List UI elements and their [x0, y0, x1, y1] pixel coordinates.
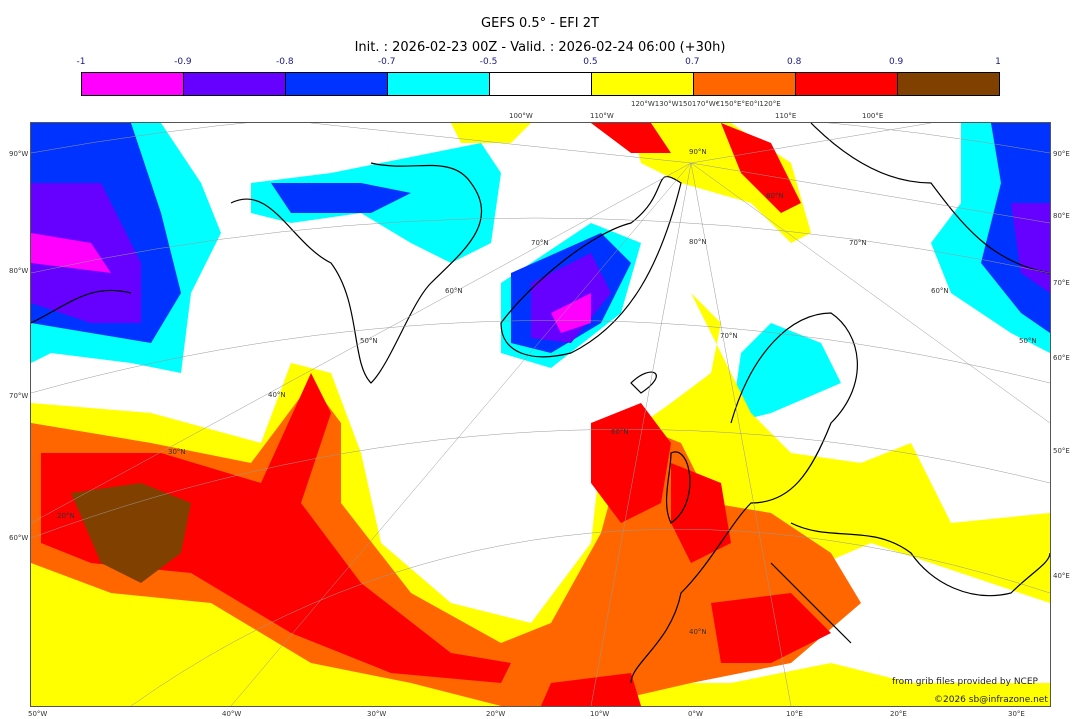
colorbar-tick: 1 [995, 57, 1001, 67]
bottom-lon-label: 30°W [367, 710, 387, 718]
bottom-lon-label: 40°W [222, 710, 242, 718]
lat-label: 70°N [849, 239, 867, 247]
graticule [31, 123, 1050, 706]
field-red-atlantic [41, 373, 511, 683]
coastlines [31, 123, 1050, 684]
top-lon-label: 100°W [509, 112, 533, 120]
map-subtitle: Init. : 2026-02-23 00Z - Valid. : 2026-0… [354, 40, 726, 55]
colorbar-tick: -0.9 [174, 57, 192, 67]
colorbar-tick: -0.5 [479, 57, 498, 67]
lat-label: 40°N [689, 628, 707, 636]
lat-label: 50°N [360, 337, 378, 345]
bottom-lon-label: 50°W [28, 710, 48, 718]
lat-label: 60°N [445, 287, 463, 295]
colorbar-segment [388, 73, 490, 95]
lat-label: 90°N [689, 148, 707, 156]
colorbar-tick: -1 [76, 57, 86, 67]
colorbar-segment [592, 73, 694, 95]
right-lon-label: 80°E [1053, 212, 1070, 220]
lat-label: 60°N [611, 428, 629, 436]
right-lon-label: 40°E [1053, 572, 1070, 580]
bottom-lon-label: 20°W [486, 710, 506, 718]
colorbar-segment [286, 73, 388, 95]
map-title: GEFS 0.5° - EFI 2T [481, 16, 599, 31]
lat-label: 70°N [531, 239, 549, 247]
colorbar-tick: 0.7 [685, 57, 700, 67]
bottom-lon-label: 20°E [890, 710, 907, 718]
right-lon-label: 90°E [1053, 150, 1070, 158]
colorbar-segment [694, 73, 796, 95]
lat-label: 40°N [268, 391, 286, 399]
map-fields [31, 123, 1050, 706]
lat-label: 20°N [57, 512, 75, 520]
colorbar-segment [82, 73, 184, 95]
colorbar-tick: 0.5 [583, 57, 598, 67]
bottom-lon-label: 10°W [590, 710, 610, 718]
top-lon-label: 100°E [862, 112, 884, 120]
left-lon-label: 70°W [9, 392, 29, 400]
right-lon-label: 70°E [1053, 279, 1070, 287]
lat-label: 50°N [1019, 337, 1037, 345]
lat-label: 30°N [168, 448, 186, 456]
right-lon-label: 50°E [1053, 447, 1070, 455]
colorbar-segment [184, 73, 286, 95]
left-lon-label: 60°W [9, 534, 29, 542]
lat-label: 60°N [931, 287, 949, 295]
bottom-lon-label: 0°W [688, 710, 703, 718]
efi-map: 90°N 80°N 80°N 70°N 70°N 70°N 60°N 60°N 60°N 50°N… [30, 122, 1051, 707]
field-cyan-scand [731, 323, 841, 423]
top-lon-label: 120°W130°W150170°W€150°E°E0°I120°E [631, 100, 781, 108]
bottom-lon-label: 10°E [786, 710, 803, 718]
colorbar-tick: -0.8 [275, 57, 294, 67]
credit-text: from grib files provided by NCEP [892, 677, 1038, 687]
colorbar-tick: -0.7 [377, 57, 396, 67]
lat-label: 80°N [766, 192, 784, 200]
lat-label: 80°N [689, 238, 707, 246]
top-lon-label: 110°W [590, 112, 614, 120]
field-brown-atlantic [71, 483, 191, 583]
colorbar-tick: 0.9 [888, 57, 904, 67]
colorbar [81, 72, 1000, 96]
left-lon-label: 90°W [9, 150, 29, 158]
copyright-text: ©2026 sb@infrazone.net [934, 695, 1048, 705]
colorbar-segment [490, 73, 592, 95]
colorbar-segment [796, 73, 898, 95]
left-lon-label: 80°W [9, 267, 29, 275]
bottom-lon-label: 30°E [1008, 710, 1025, 718]
colorbar-segment [898, 73, 999, 95]
right-lon-label: 60°E [1053, 354, 1070, 362]
top-lon-label: 110°E [775, 112, 797, 120]
lat-label: 70°N [720, 332, 738, 340]
colorbar-tick: 0.8 [787, 57, 802, 67]
